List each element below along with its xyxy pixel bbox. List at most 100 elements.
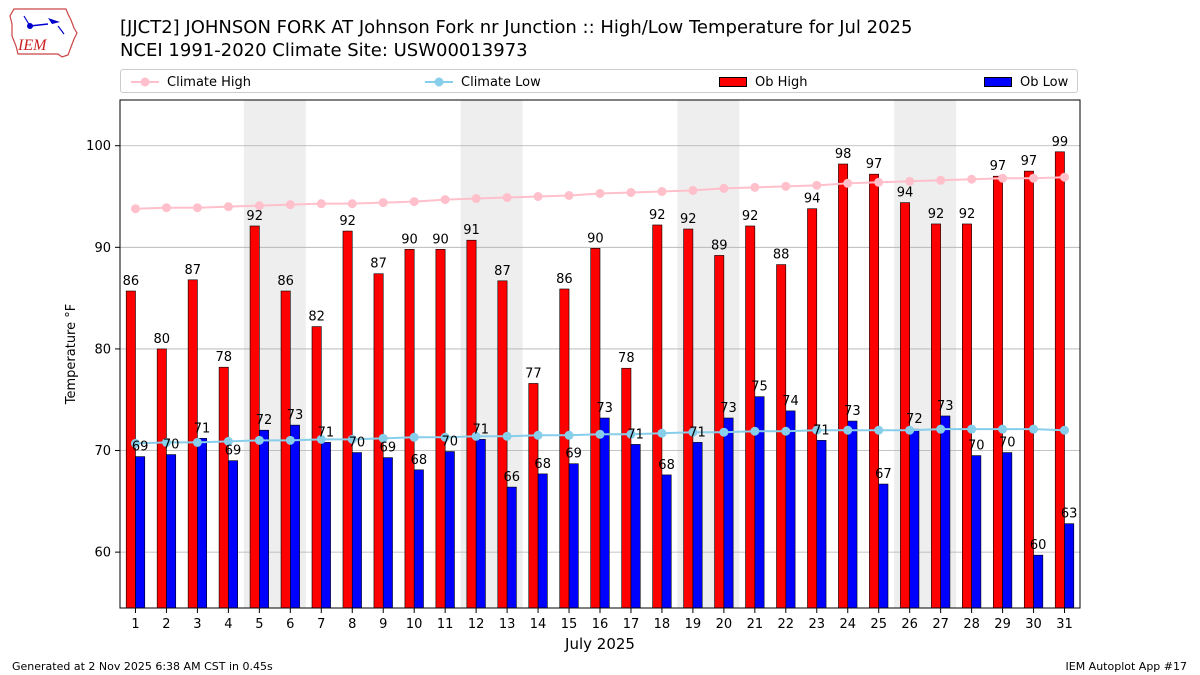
bar-ob-high (807, 208, 818, 609)
bar-ob-low (847, 420, 858, 609)
x-tick-label: 22 (778, 617, 795, 632)
data-label-ob-high: 99 (1052, 135, 1069, 150)
bar-ob-high (249, 225, 260, 609)
x-tick-label: 17 (623, 617, 640, 632)
data-label-ob-low: 68 (658, 458, 675, 473)
data-label-ob-high: 92 (742, 209, 759, 224)
legend-item-climate-low: Climate Low (425, 73, 541, 91)
bar-ob-high (714, 255, 725, 609)
bar-ob-high (745, 225, 756, 609)
bar-ob-low (661, 474, 672, 609)
climate-low-point (254, 435, 264, 445)
climate-high-point (595, 188, 605, 198)
data-label-ob-high: 89 (711, 238, 728, 253)
climate-low-point (874, 425, 884, 435)
x-tick-label: 1 (131, 617, 139, 632)
bar-ob-low (568, 463, 579, 609)
climate-high-point (378, 198, 388, 208)
footer-generated: Generated at 2 Nov 2025 6:38 AM CST in 0… (12, 660, 273, 673)
climate-high-point (657, 186, 667, 196)
data-label-ob-low: 73 (937, 399, 954, 414)
bar-ob-low (692, 442, 703, 609)
bar-ob-high (311, 326, 322, 609)
data-label-ob-high: 78 (215, 350, 232, 365)
x-tick-label: 24 (839, 617, 856, 632)
weekend-band (894, 100, 957, 608)
y-axis-label: Temperature °F (64, 304, 79, 405)
climate-high-point (192, 203, 202, 213)
climate-high-point (626, 187, 636, 197)
bar-ob-low (259, 429, 269, 609)
bar-ob-low (723, 417, 734, 609)
x-tick-label: 8 (348, 617, 356, 632)
bar-ob-high (404, 249, 415, 609)
climate-low-point (781, 426, 791, 436)
data-label-ob-low: 71 (689, 425, 706, 440)
climate-high-point (533, 192, 543, 202)
bar-ob-high (869, 173, 880, 609)
data-label-ob-low: 73 (596, 401, 613, 416)
x-tick-label: 7 (317, 617, 325, 632)
bar-ob-low (537, 473, 548, 609)
climate-high-point (502, 193, 512, 203)
data-label-ob-high: 92 (680, 212, 697, 227)
climate-high-point (254, 201, 264, 211)
weekend-band (460, 100, 523, 608)
climate-low-point (316, 434, 326, 444)
y-tick-label: 80 (94, 342, 111, 357)
bar-ob-high (683, 228, 694, 609)
bar-ob-high (559, 288, 570, 609)
data-label-ob-low: 70 (163, 438, 180, 453)
climate-low-point (502, 431, 512, 441)
data-label-ob-high: 90 (432, 232, 449, 247)
data-label-ob-low: 66 (503, 470, 520, 485)
data-label-ob-high: 91 (463, 223, 480, 238)
x-tick-label: 6 (286, 617, 294, 632)
data-label-ob-high: 97 (866, 157, 883, 172)
bar-ob-high (931, 223, 941, 609)
data-label-ob-low: 71 (194, 421, 211, 436)
x-tick-label: 28 (963, 617, 980, 632)
bar-ob-high (1023, 170, 1034, 609)
bar-ob-high (156, 348, 167, 609)
climate-low-point (409, 432, 419, 442)
bar-ob-high (590, 248, 601, 609)
x-tick-label: 27 (932, 617, 949, 632)
data-label-ob-high: 86 (277, 274, 294, 289)
bar-ob-low (351, 452, 362, 609)
legend-item-ob-high: Ob High (719, 73, 808, 91)
data-label-ob-high: 97 (1021, 154, 1038, 169)
x-tick-label: 9 (379, 617, 387, 632)
climate-high-line (135, 176, 1065, 210)
x-tick-label: 15 (561, 617, 578, 632)
x-tick-label: 18 (654, 617, 671, 632)
bar-ob-low (320, 442, 331, 609)
chart-title: [JJCT2] JOHNSON FORK AT Johnson Fork nr … (120, 17, 913, 38)
data-label-ob-low: 71 (627, 427, 644, 442)
bar-ob-low (878, 483, 889, 609)
climate-low-point (564, 430, 574, 440)
climate-low-point (223, 436, 233, 446)
bar-ob-high (528, 383, 539, 609)
data-label-ob-low: 63 (1061, 507, 1078, 522)
y-tick-label: 70 (94, 444, 111, 459)
x-tick-label: 11 (437, 617, 454, 632)
x-tick-label: 31 (1056, 617, 1073, 632)
climate-high-point (316, 199, 326, 209)
data-label-ob-low: 71 (318, 425, 335, 440)
x-tick-label: 4 (224, 617, 232, 632)
data-label-ob-high: 87 (370, 257, 387, 272)
x-tick-label: 2 (162, 617, 170, 632)
footer-app: IEM Autoplot App #17 (1065, 660, 1188, 673)
data-label-ob-high: 92 (649, 208, 666, 223)
x-tick-label: 30 (1025, 617, 1042, 632)
data-label-ob-low: 73 (287, 408, 304, 423)
x-tick-label: 29 (994, 617, 1011, 632)
climate-high-point (905, 176, 915, 186)
data-label-ob-high: 87 (494, 264, 511, 279)
bar-ob-low (135, 456, 146, 609)
y-tick-label: 90 (94, 241, 111, 256)
climate-low-point (998, 424, 1008, 434)
data-label-ob-low: 60 (1030, 538, 1047, 553)
